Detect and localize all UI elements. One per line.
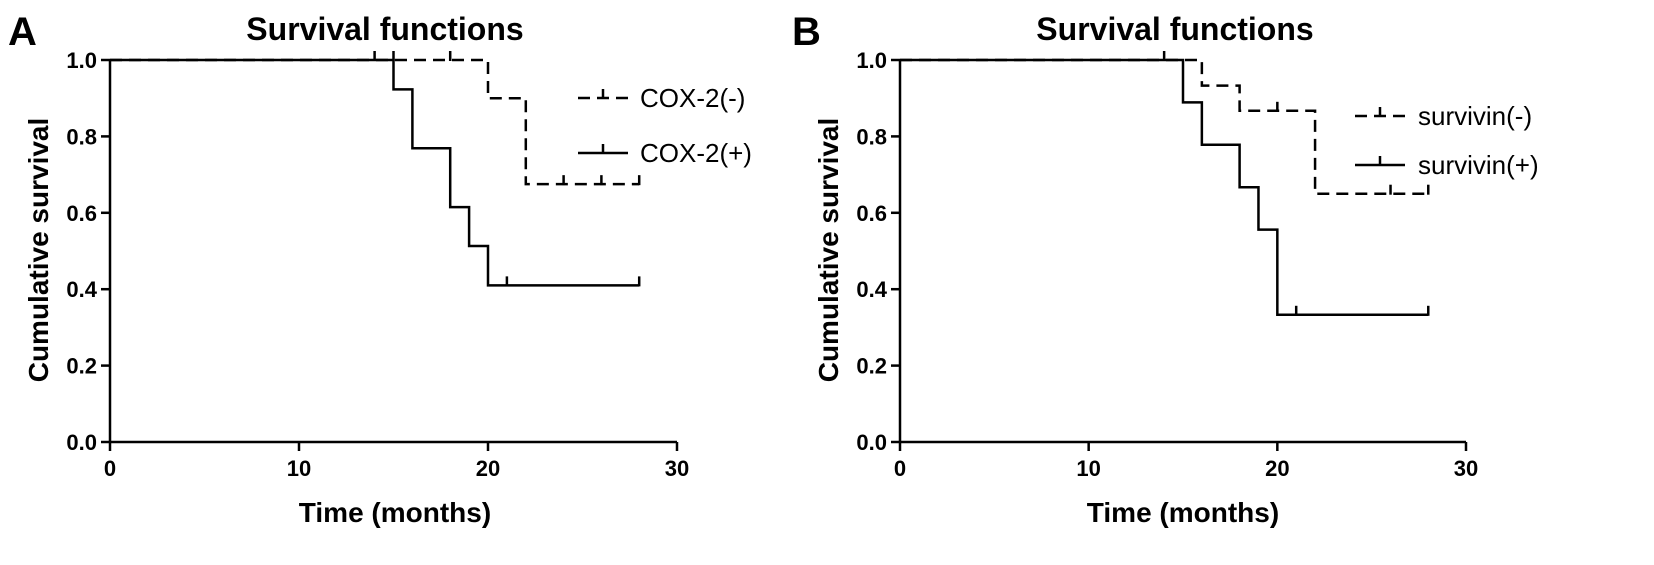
x-tick-label: 30 [1454, 456, 1478, 481]
y-tick-label: 0.2 [856, 354, 887, 379]
survival-curve-dashed [900, 58, 1429, 195]
legend-label: survivin(-) [1418, 101, 1532, 131]
survival-curve-dashed [110, 58, 640, 186]
legend-label: COX-2(+) [640, 138, 752, 168]
y-tick-label: 0.4 [856, 277, 887, 302]
y-tick-label: 0.0 [856, 430, 887, 455]
panel-letter: B [792, 10, 821, 54]
legend-label: COX-2(-) [640, 83, 745, 113]
x-tick-label: 0 [104, 456, 116, 481]
y-tick-label: 0.6 [66, 201, 97, 226]
survival-curve-solid [900, 58, 1429, 317]
y-tick-label: 1.0 [856, 48, 887, 73]
x-tick-label: 20 [476, 456, 500, 481]
panel-a: A Survival functions 0 10 20 30 0.0 0.2 0.4 0.6 0.… [8, 10, 752, 528]
x-tick-label: 0 [894, 456, 906, 481]
panel-letter: A [8, 10, 37, 54]
y-tick-label: 0.6 [856, 201, 887, 226]
y-tick-label: 0.0 [66, 430, 97, 455]
panel-b: B Survival functions 0 10 20 30 0.0 0.2 0.4 0.6 0.… [792, 10, 1539, 528]
x-tick-label: 30 [665, 456, 689, 481]
y-tick-label: 0.2 [66, 354, 97, 379]
survival-curve-solid [110, 58, 640, 287]
x-axis-title: Time (months) [299, 497, 491, 528]
chart-title: Survival functions [1036, 11, 1313, 47]
x-tick-label: 10 [287, 456, 311, 481]
y-tick-label: 0.8 [66, 124, 97, 149]
x-tick-label: 20 [1265, 456, 1289, 481]
y-tick-label: 0.4 [66, 277, 97, 302]
x-tick-label: 10 [1076, 456, 1100, 481]
y-tick-label: 0.8 [856, 124, 887, 149]
chart-title: Survival functions [246, 11, 523, 47]
y-axis-title: Cumulative survival [23, 118, 54, 383]
legend-label: survivin(+) [1418, 150, 1539, 180]
x-axis-title: Time (months) [1087, 497, 1279, 528]
y-tick-label: 1.0 [66, 48, 97, 73]
y-axis-title: Cumulative survival [813, 118, 844, 383]
